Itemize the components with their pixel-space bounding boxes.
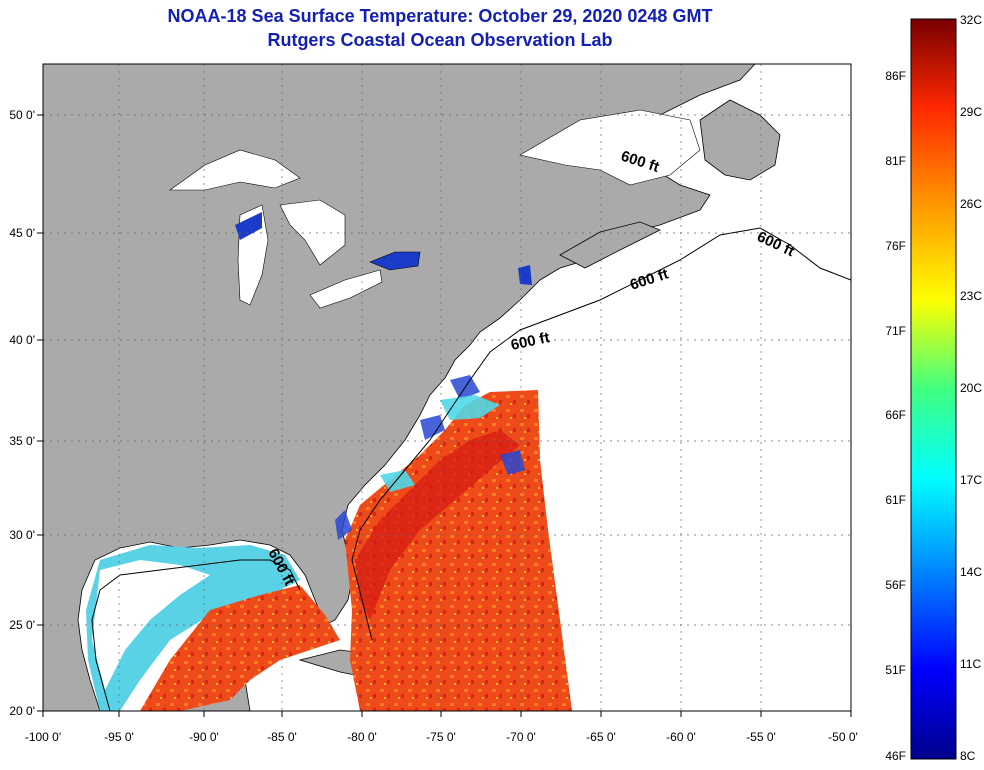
x-axis: -100 0' -95 0' -90 0' -85 0' -80 0' -75 … (25, 711, 858, 744)
colorbar-fahrenheit-label: 56F (885, 578, 906, 592)
sst-gulf-stream (355, 430, 520, 620)
lake-superior (169, 149, 301, 191)
x-tick-label: -100 0' (25, 730, 61, 744)
colorbar-celsius-label: 17C (960, 473, 982, 487)
x-tick-label: -90 0' (189, 730, 219, 744)
lake-huron (279, 199, 346, 266)
colorbar-fahrenheit-label: 76F (885, 239, 906, 253)
lake-erie (309, 269, 383, 309)
x-tick-label: -80 0' (347, 730, 377, 744)
colorbar-celsius-label: 20C (960, 381, 982, 395)
y-tick-label: 20 0' (9, 704, 35, 718)
x-tick-label: -55 0' (746, 730, 776, 744)
colorbar-celsius-label: 14C (960, 565, 982, 579)
y-tick-label: 35 0' (9, 434, 35, 448)
sst-coastal-cyan (380, 395, 500, 492)
sst-gulf-white (92, 560, 210, 690)
colorbar-fahrenheit-label: 61F (885, 493, 906, 507)
lake-ontario (369, 251, 421, 271)
colorbar-celsius-label: 11C (960, 657, 981, 671)
y-tick-label: 45 0' (9, 226, 35, 240)
x-tick-label: -95 0' (104, 730, 134, 744)
contour-600ft (91, 227, 851, 711)
colorbar-fahrenheit-label: 86F (885, 69, 906, 83)
colorbar-fahrenheit-label: 81F (885, 154, 906, 168)
colorbar-celsius-label: 8C (960, 749, 976, 763)
colorbar-fahrenheit-label: 51F (885, 663, 906, 677)
x-tick-label: -85 0' (267, 730, 297, 744)
sst-gulf-warm (140, 585, 340, 711)
colorbar: 32C 29C 26C 23C 20C 17C 14C 11C 8C 86F 8… (885, 13, 982, 763)
y-axis: 20 0' 25 0' 30 0' 35 0' 40 0' 45 0' 50 0… (9, 108, 43, 718)
y-tick-label: 30 0' (9, 528, 35, 542)
map-area (43, 64, 851, 711)
x-tick-label: -60 0' (666, 730, 696, 744)
map-frame (42, 63, 852, 712)
colorbar-scale (910, 18, 957, 760)
x-tick-label: -75 0' (426, 730, 456, 744)
x-tick-label: -50 0' (828, 730, 858, 744)
map-title: NOAA-18 Sea Surface Temperature: October… (167, 6, 713, 26)
x-tick-label: -65 0' (586, 730, 616, 744)
x-tick-label: -70 0' (506, 730, 536, 744)
y-tick-label: 50 0' (9, 108, 35, 122)
colorbar-celsius-label: 32C (960, 13, 982, 27)
y-tick-label: 25 0' (9, 618, 35, 632)
land-newfoundland (699, 99, 781, 181)
colorbar-celsius-label: 23C (960, 289, 982, 303)
land-nova-scotia (559, 221, 661, 269)
colorbar-fahrenheit-label: 46F (885, 749, 906, 763)
y-tick-label: 40 0' (9, 333, 35, 347)
map-subtitle: Rutgers Coastal Ocean Observation Lab (267, 30, 613, 50)
colorbar-celsius-label: 29C (960, 105, 982, 119)
colorbar-fahrenheit-label: 66F (885, 408, 906, 422)
graticule (43, 64, 851, 711)
colorbar-celsius-label: 26C (960, 197, 982, 211)
land-north-america (43, 64, 756, 711)
colorbar-fahrenheit-label: 71F (885, 324, 906, 338)
